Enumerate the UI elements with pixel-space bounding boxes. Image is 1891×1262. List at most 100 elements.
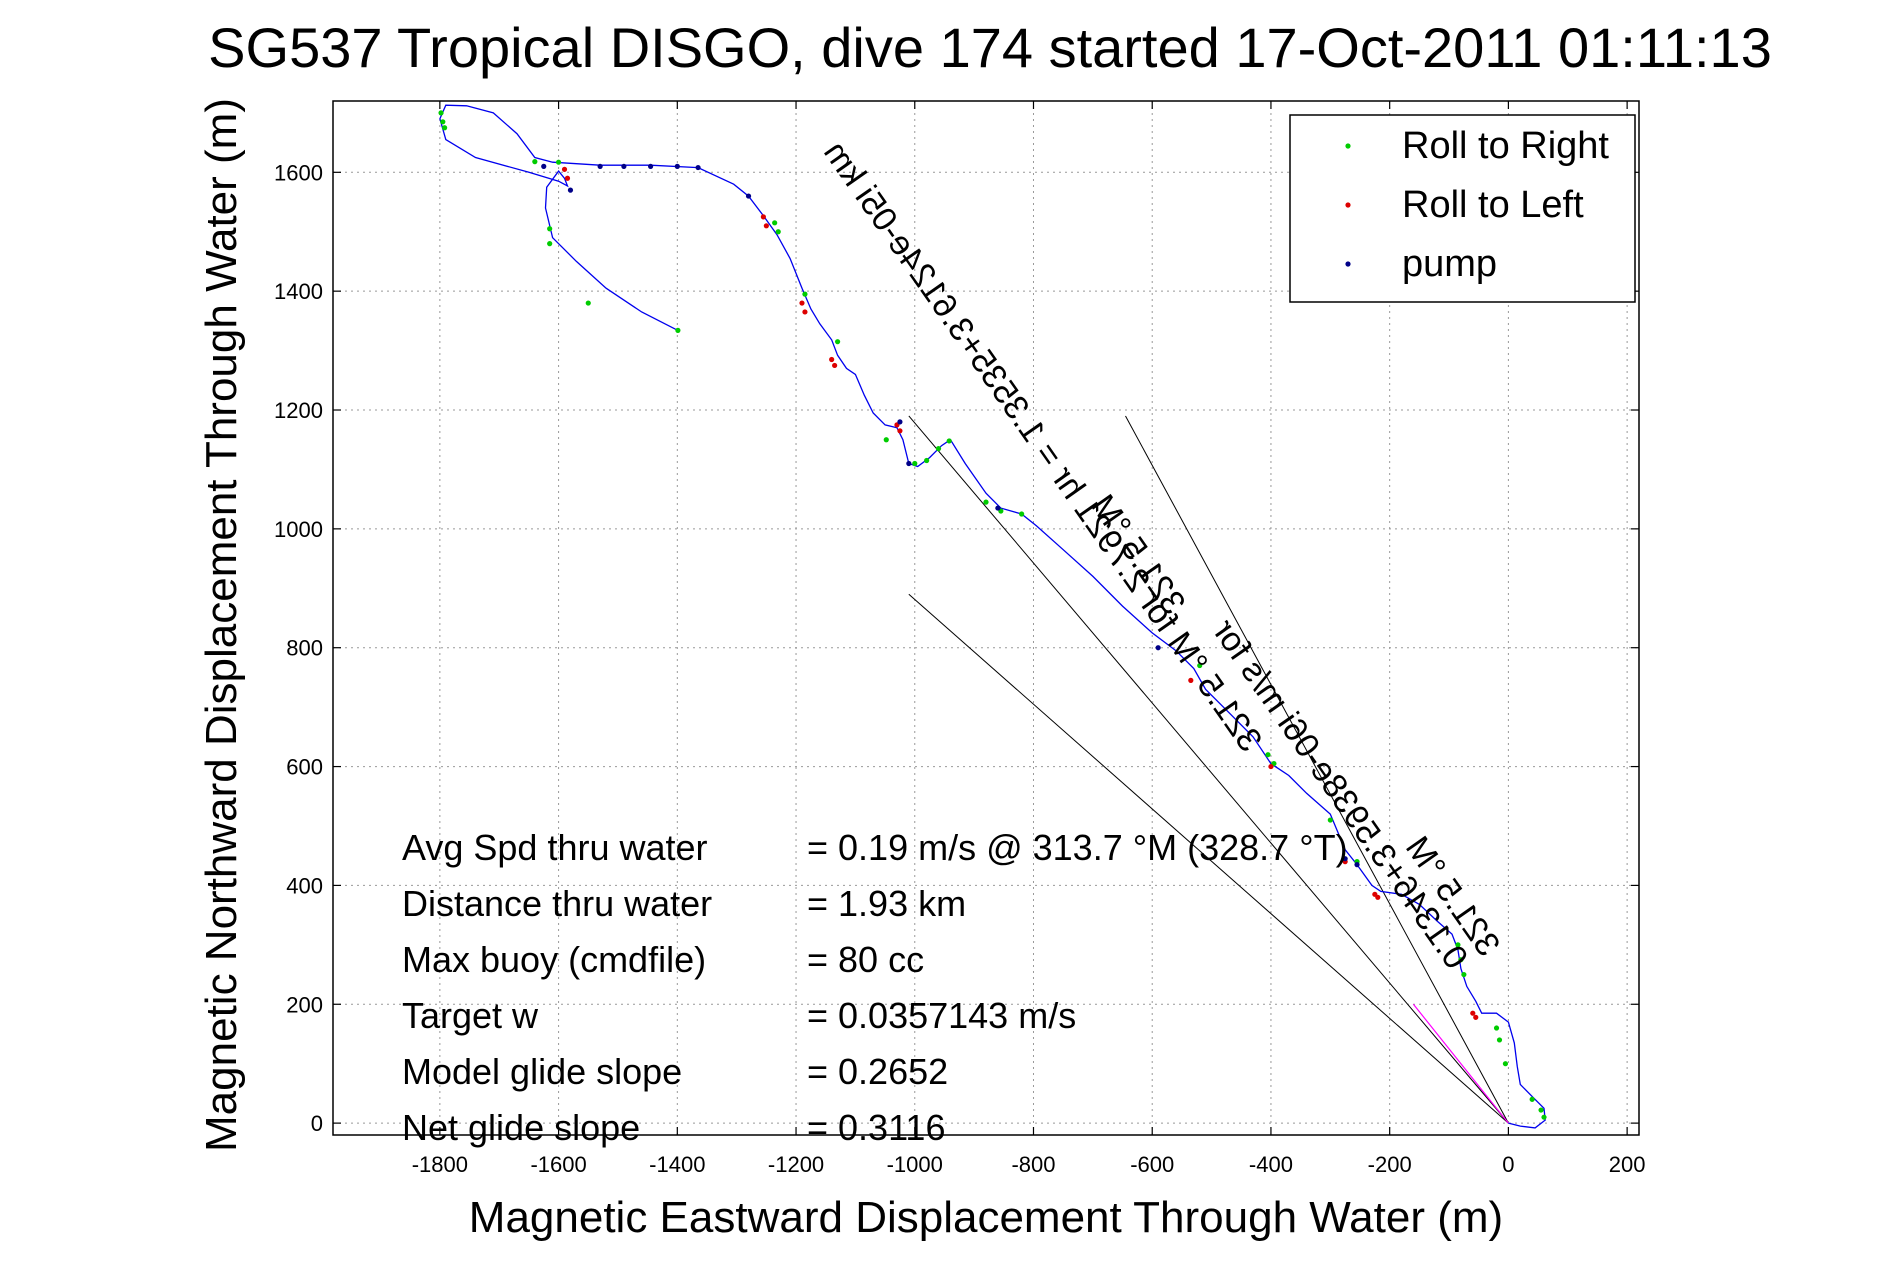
marker-roll-to-right (946, 438, 952, 444)
marker-roll-to-right (1541, 1114, 1547, 1120)
plot-frame (332, 100, 1640, 1136)
stat-value: = 0.0357143 m/s (807, 995, 1076, 1036)
stat-value: = 80 cc (807, 939, 924, 980)
y-tick-label: 0 (311, 1111, 323, 1136)
marker-roll-to-right (802, 291, 808, 297)
track-annotation: 321.5 °M for 2.7921 hr = 1.3535+3.6124e-… (816, 134, 1269, 758)
marker-roll-to-left (760, 214, 766, 220)
legend-entry: Roll to Right (1402, 125, 1609, 167)
reference-ray (908, 593, 1509, 1124)
marker-roll-to-right (1496, 1037, 1503, 1043)
marker-roll-to-right (834, 339, 841, 345)
marker-roll-to-right (1529, 1096, 1535, 1102)
legend-marker (1345, 202, 1351, 208)
marker-roll-to-left (1188, 677, 1194, 683)
marker-roll-to-right (1019, 511, 1025, 517)
marker-roll-to-right (1538, 1107, 1544, 1113)
marker-roll-to-left (897, 428, 903, 434)
marker-roll-to-right (983, 499, 989, 505)
marker-roll-to-right (438, 110, 444, 116)
stat-value: = 0.2652 (807, 1051, 948, 1092)
marker-roll-to-right (1327, 817, 1333, 823)
stat-label: Max buoy (cmdfile) (402, 939, 706, 980)
marker-pump (621, 163, 627, 169)
marker-roll-to-left (829, 356, 835, 363)
marker-roll-to-right (912, 460, 918, 467)
marker-roll-to-left (561, 166, 568, 172)
marker-roll-to-left (1375, 894, 1381, 900)
marker-roll-to-left (1470, 1010, 1476, 1016)
y-axis-label: Magnetic Northward Displacement Through … (197, 98, 246, 1152)
marker-pump (674, 163, 680, 169)
chart-title: SG537 Tropical DISGO, dive 174 started 1… (208, 16, 1772, 79)
marker-roll-to-left (763, 223, 769, 229)
stat-label: Avg Spd thru water (402, 827, 708, 868)
legend-entry: Roll to Left (1402, 184, 1584, 226)
marker-roll-to-right (532, 159, 538, 165)
x-tick-label: -600 (1130, 1152, 1174, 1177)
x-tick-label: -1400 (649, 1152, 705, 1177)
marker-roll-to-right (1197, 662, 1203, 669)
marker-roll-to-right (547, 226, 553, 232)
event-markers (438, 110, 1547, 1120)
x-tick-label: -200 (1368, 1152, 1412, 1177)
stat-value: = 0.19 m/s @ 313.7 °M (328.7 °T) (807, 827, 1348, 868)
marker-roll-to-right (883, 437, 889, 443)
marker-roll-to-right (1455, 942, 1461, 948)
stat-value: = 0.3116 (807, 1107, 945, 1148)
y-tick-label: 200 (286, 992, 323, 1017)
marker-pump (745, 193, 752, 199)
marker-roll-to-right (775, 229, 781, 235)
marker-pump (906, 460, 912, 467)
marker-roll-to-right (1493, 1025, 1500, 1031)
marker-pump (647, 163, 654, 169)
marker-roll-to-right (1265, 752, 1271, 758)
x-tick-label: -1000 (887, 1152, 943, 1177)
marker-pump (897, 419, 903, 425)
marker-pump (1342, 856, 1348, 862)
marker-roll-to-right (675, 327, 681, 333)
reference-ray (1125, 415, 1509, 1124)
grid (333, 101, 1639, 1135)
y-tick-label: 1000 (274, 517, 323, 542)
stat-value: = 1.93 km (807, 883, 966, 924)
legend-entry: pump (1402, 243, 1497, 285)
marker-roll-to-right (772, 220, 778, 226)
ticks: -1800 -1600 -1400 -1200 -1000 -800 -600 -400 -20… (274, 101, 1645, 1177)
y-tick-label: 1400 (274, 279, 323, 304)
x-axis-label: Magnetic Eastward Displacement Through W… (469, 1193, 1503, 1242)
marker-roll-to-right (547, 241, 553, 247)
marker-roll-to-left (832, 362, 838, 369)
x-tick-label: -1800 (412, 1152, 468, 1177)
marker-roll-to-right (1502, 1061, 1509, 1067)
marker-pump (1155, 645, 1161, 651)
marker-roll-to-right (935, 446, 942, 452)
marker-roll-to-right (1461, 971, 1467, 978)
marker-roll-to-right (1458, 957, 1464, 963)
x-tick-label: 200 (1609, 1152, 1646, 1177)
x-tick-label: -800 (1011, 1152, 1055, 1177)
marker-pump (597, 163, 603, 169)
marker-roll-to-right (442, 125, 448, 131)
track-annotation: 0.1346+3.5938e-06i m/s for (1205, 613, 1475, 976)
y-tick-label: 600 (286, 755, 323, 780)
mean-direction-ray (1412, 1003, 1509, 1124)
stat-label: Target w (402, 995, 539, 1036)
y-tick-label: 800 (286, 636, 323, 661)
reference-ray (908, 415, 1509, 1124)
y-tick-label: 400 (286, 873, 323, 898)
marker-pump (695, 164, 701, 171)
marker-roll-to-right (924, 457, 930, 464)
marker-roll-to-right (555, 159, 562, 165)
x-tick-label: -1200 (768, 1152, 824, 1177)
marker-pump (541, 163, 547, 169)
stats-block: Avg Spd thru water = 0.19 m/s @ 313.7 °M … (402, 827, 1348, 1148)
stat-label: Distance thru water (402, 883, 712, 924)
x-tick-label: 0 (1502, 1152, 1514, 1177)
reference-rays (908, 415, 1509, 1124)
marker-roll-to-left (564, 175, 571, 181)
x-tick-label: -400 (1249, 1152, 1293, 1177)
marker-roll-to-left (1268, 763, 1274, 770)
marker-roll-to-right (440, 119, 446, 125)
marker-pump (995, 505, 1001, 511)
